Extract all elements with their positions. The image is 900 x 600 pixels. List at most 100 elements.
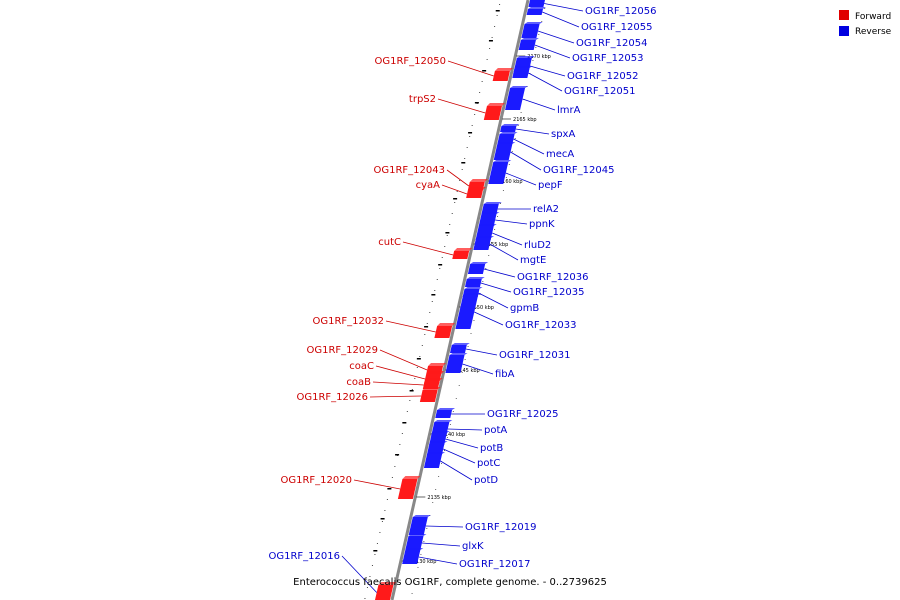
guide-dot	[538, 34, 540, 35]
forward-gene-coac-leader	[375, 365, 426, 380]
reverse-gene-potc-label: potC	[477, 458, 500, 469]
tick-mark	[438, 264, 443, 266]
guide-dot	[394, 466, 396, 467]
reverse-gene-fiba-label: fibA	[495, 369, 515, 380]
reverse-gene-og1rf_12053-leader	[534, 44, 571, 59]
guide-dot	[461, 372, 463, 373]
scale-label: 2155 kbp	[485, 242, 509, 248]
reverse-gene-spxa-leader	[515, 128, 550, 135]
guide-dot	[491, 37, 493, 38]
reverse-gene-meca-leader	[513, 138, 545, 155]
guide-dot	[488, 255, 490, 256]
tick-mark	[409, 390, 414, 392]
guide-dot	[481, 81, 483, 82]
guide-dot	[532, 60, 534, 61]
forward-gene-og1rf_12016-cap	[378, 582, 397, 585]
forward-gene-og1rf_12050-leader	[447, 60, 494, 77]
reverse-gene-rela2	[481, 204, 499, 214]
guide-dot	[486, 59, 488, 60]
tick-mark	[380, 518, 385, 520]
guide-dot	[452, 411, 454, 412]
backbone-dots	[364, 4, 546, 599]
guide-dot	[431, 301, 433, 302]
reverse-gene-mgte-label: mgtE	[520, 255, 546, 266]
reverse-gene-og1rf_12054	[521, 24, 540, 38]
legend: Forward Reverse	[839, 10, 892, 37]
guide-dot	[441, 463, 443, 464]
reverse-gene-rela2-cap	[483, 202, 502, 204]
reverse-gene-og1rf_12055-label: OG1RF_12055	[581, 22, 653, 33]
guide-dot	[476, 307, 478, 308]
forward-gene-og1rf_12026-leader	[369, 395, 422, 398]
reverse-gene-og1rf_12035-label: OG1RF_12035	[513, 287, 585, 298]
reverse-gene-og1rf_12031-leader	[465, 348, 498, 356]
guide-dot	[376, 543, 378, 544]
scale-label: 2150 kbp	[470, 305, 494, 311]
forward-gene-cutc	[452, 251, 470, 259]
reverse-gene-og1rf_12033-leader	[474, 311, 504, 326]
reverse-gene-rlud2-label: rluD2	[524, 240, 551, 251]
reverse-gene-mgte-cap	[476, 236, 495, 238]
guide-dot	[438, 476, 440, 477]
reverse-gene-gpmb-label: gpmB	[510, 303, 539, 314]
reverse-gene-og1rf_12036-leader	[483, 268, 516, 278]
guide-dot	[432, 502, 434, 503]
guide-dot	[479, 92, 481, 93]
scale-label: 2130 kbp	[413, 559, 437, 565]
guide-dot	[497, 216, 499, 217]
scale-label: 2165 kbp	[513, 117, 537, 123]
guide-dot	[436, 279, 438, 280]
guide-dot	[461, 169, 463, 170]
guide-dot	[366, 587, 368, 588]
reverse-gene-spxa-label: spxA	[551, 129, 575, 140]
forward-gene-coab-leader	[372, 381, 424, 386]
guide-dot	[455, 398, 457, 399]
guide-dot	[429, 312, 431, 313]
guide-dot	[451, 213, 453, 214]
legend-label-forward: Forward	[855, 12, 891, 22]
reverse-gene-og1rf_12045-cap	[497, 142, 516, 144]
reverse-gene-meca-cap	[499, 132, 518, 134]
reverse-gene-og1rf_12017-leader	[418, 556, 458, 565]
tick-mark	[402, 422, 407, 424]
reverse-gene-og1rf_12045-leader	[510, 151, 542, 171]
tick-mark	[395, 454, 400, 456]
guide-dot	[499, 203, 501, 204]
guide-dot	[473, 320, 475, 321]
guide-dot	[505, 177, 507, 178]
forward-gene-trps2-label: trpS2	[409, 94, 436, 105]
guide-dot	[467, 346, 469, 347]
forward-gene-og1rf_12026	[419, 390, 438, 402]
reverse-gene-lmra-cap	[510, 86, 529, 88]
forward-gene-og1rf_12050-label: OG1RF_12050	[375, 56, 447, 67]
reverse-gene-ppnk	[478, 214, 497, 226]
reverse-gene-og1rf_12045-label: OG1RF_12045	[543, 165, 615, 176]
reverse-gene-glxk	[405, 536, 424, 550]
forward-gene-og1rf_12032-label: OG1RF_12032	[313, 316, 385, 327]
genome-backbone	[390, 0, 530, 600]
guide-dot	[426, 323, 428, 324]
forward-gene-og1rf_12016-leader	[341, 555, 377, 593]
reverse-gene-rlud2-cap	[478, 224, 497, 226]
reverse-gene-meca-label: mecA	[546, 149, 574, 160]
genome-caption: Enterococcus faecalis OG1RF, complete ge…	[293, 577, 607, 588]
forward-gene-cutc-cap	[454, 248, 473, 251]
legend-swatch-forward	[839, 10, 849, 20]
reverse-gene-og1rf_12019-cap	[412, 515, 431, 517]
guide-dot	[419, 356, 421, 357]
guide-dot	[482, 281, 484, 282]
forward-gene-og1rf_12032	[434, 326, 453, 338]
reverse-gene-og1rf_12019-leader	[425, 525, 464, 528]
forward-gene-og1rf_12026-cap	[422, 387, 441, 390]
tick-mark	[453, 198, 458, 200]
reverse-gene-og1rf_12031	[449, 345, 467, 353]
guide-dot	[517, 125, 519, 126]
forward-gene-og1rf_12043-cap	[469, 179, 488, 182]
reverse-gene-og1rf_12052-leader	[529, 65, 566, 77]
reverse-gene-og1rf_12017	[402, 550, 421, 564]
guide-dot	[544, 8, 546, 9]
guide-dot	[541, 21, 543, 22]
guide-dot	[466, 147, 468, 148]
reverse-gene-mgte-leader	[489, 243, 519, 261]
